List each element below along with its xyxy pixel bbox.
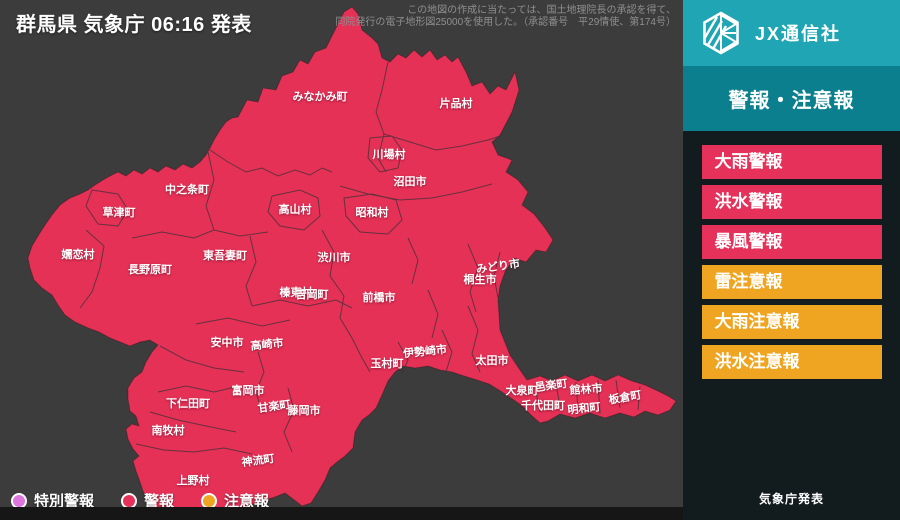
municipality-label: 川場村 (372, 149, 406, 161)
panel-title: 警報・注意報 (728, 90, 855, 112)
municipality-label: 上野村 (176, 475, 210, 487)
municipality-label: 南牧村 (151, 425, 185, 437)
legend-label: 特別警報 (34, 493, 95, 510)
legend-item: 特別警報 (11, 490, 94, 511)
municipality-label: 榛東村 (279, 287, 313, 299)
warning-chip: 暴風警報 (701, 225, 882, 259)
legend-label: 注意報 (224, 493, 270, 510)
attribution-line-2: 同院発行の電子地形図25000を使用した。（承認番号 平29情使、第174号） (335, 17, 676, 28)
warning-chip: 洪水注意報 (701, 345, 882, 379)
municipality-label: 吉岡町 (295, 289, 329, 301)
municipality-label: 沼田市 (393, 176, 427, 188)
municipality-label: 渋川市 (317, 252, 351, 264)
municipality-label: みなかみ町 (292, 91, 348, 103)
bottom-bar (0, 507, 683, 520)
brand-name: JX通信社 (755, 24, 842, 44)
municipality-label: 草津町 (102, 207, 136, 219)
panel-header: 警報・注意報 (683, 66, 900, 131)
municipality-label: 中之条町 (165, 184, 209, 196)
municipal-boundaries (79, 61, 641, 455)
municipality-label: 下仁田町 (166, 398, 210, 410)
municipality-label: 高崎市 (250, 337, 285, 353)
municipality-label: 東吾妻町 (203, 250, 247, 262)
gunma-prefecture-map (27, 6, 677, 519)
municipality-label: 高山村 (278, 204, 312, 216)
municipality-label: 千代田町 (521, 400, 565, 412)
warning-list: 大雨警報洪水警報暴風警報雷注意報大雨注意報洪水注意報 (683, 145, 900, 379)
page-title: 群馬県 気象庁 06:16 発表 (16, 14, 252, 36)
prefecture-shape (27, 6, 677, 519)
issuer-label: 気象庁発表 (758, 492, 824, 506)
warning-chip: 大雨警報 (701, 145, 882, 179)
municipality-label: 太田市 (475, 355, 509, 367)
warning-chip: 雷注意報 (701, 265, 882, 299)
brand-header: JX通信社 (683, 0, 900, 66)
legend-label: 警報 (144, 493, 175, 510)
municipality-label: 明和町 (567, 401, 602, 417)
warning-chip: 大雨注意報 (701, 305, 882, 339)
municipality-label: 前橋市 (362, 292, 396, 304)
map-canvas: みなかみ町片品村川場村沼田市中之条町草津町 高山村 昭和村嬬恋村 東吾妻町長野原町 渋川… (0, 5, 683, 520)
municipality-label: 安中市 (210, 337, 244, 349)
municipality-label: 片品村 (439, 98, 473, 110)
municipality-label: 富岡市 (231, 385, 265, 397)
municipality-label: 嬬恋村 (61, 249, 95, 261)
jx-logo-icon (703, 11, 739, 55)
warning-chip: 洪水警報 (701, 185, 882, 219)
municipality-label: 長野原町 (128, 264, 172, 276)
sidebar: JX通信社 警報・注意報 大雨警報 洪水警報 暴風警報 雷注意報 大雨注意報 洪水注意報 … (683, 0, 900, 520)
map-attribution: この地図の作成に当たっては、国土地理院長の承認を得て、 同院発行の電子地形図25… (335, 5, 676, 29)
municipality-label: 藤岡市 (287, 405, 321, 417)
municipality-label: 桐生市 (463, 274, 497, 286)
municipality-label: 玉村町 (370, 358, 404, 370)
municipality-label: 昭和村 (355, 207, 389, 219)
attribution-line-1: この地図の作成に当たっては、国土地理院長の承認を得て、 (407, 5, 676, 16)
municipality-label: 大泉町 (505, 385, 539, 397)
municipality-label: 館林市 (569, 382, 603, 398)
